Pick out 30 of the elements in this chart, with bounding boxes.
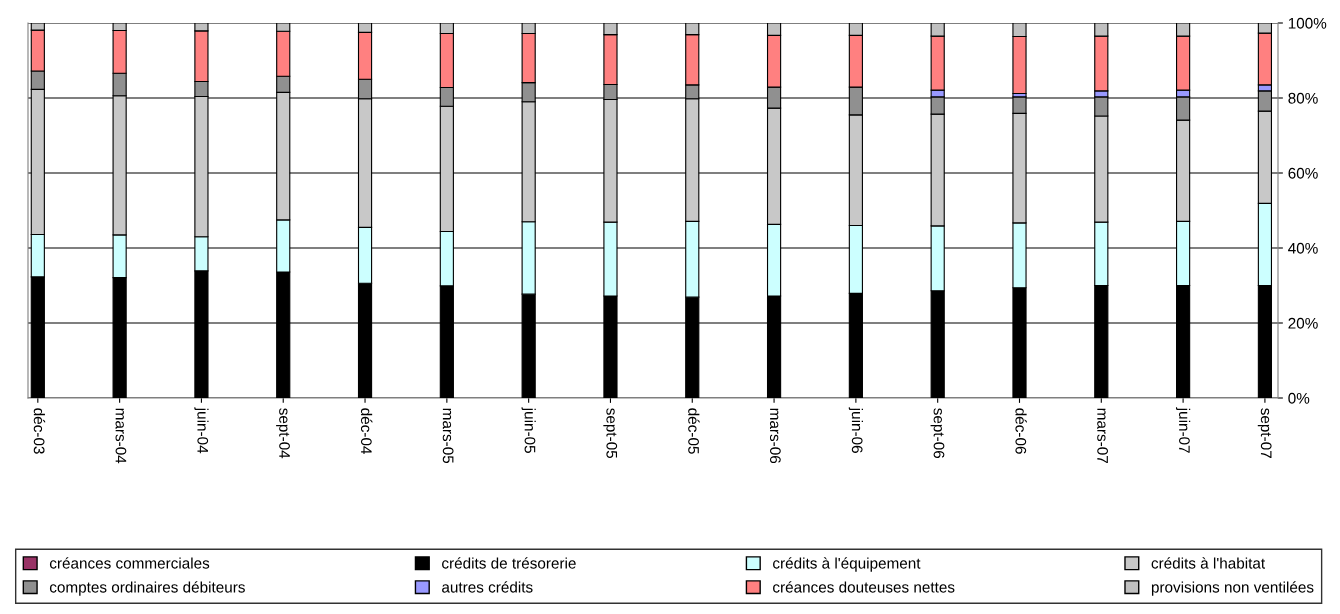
- x-tick-label: juin-07: [1175, 407, 1191, 453]
- x-tick-label: mars-06: [769, 408, 781, 464]
- legend-label: créances commerciales: [49, 557, 210, 569]
- x-tick-label: juin-06: [848, 407, 863, 453]
- x-tick-label: juin-05: [521, 407, 536, 453]
- x-tick-label: sept-06: [930, 408, 945, 459]
- x-tick-label: déc-04: [360, 408, 373, 454]
- legend-label: autres crédits: [442, 581, 533, 593]
- y-tick-label: 60%: [1288, 167, 1318, 179]
- legend-label: crédits de trésorerie: [442, 557, 576, 569]
- y-tick-label: 20%: [1288, 317, 1318, 329]
- legend-label: provisions non ventilées: [1151, 581, 1314, 596]
- x-tick-label: mars-07: [1097, 408, 1109, 463]
- legend-label: crédits à l'équipement: [773, 557, 921, 572]
- x-tick-label: juin-04: [194, 407, 209, 454]
- x-tick-label: sept-04: [276, 408, 290, 459]
- y-tick-label: 100%: [1288, 17, 1327, 29]
- x-tick-label: sept-05: [603, 408, 618, 459]
- legend-label: crédits à l'habitat: [1151, 557, 1266, 569]
- x-tick-label: mars-04: [115, 408, 127, 464]
- y-tick-label: 0%: [1288, 392, 1310, 404]
- legend-label: comptes ordinaires débiteurs: [49, 581, 245, 596]
- legend-label: créances douteuses nettes: [773, 581, 955, 593]
- x-tick-label: déc-05: [688, 408, 700, 454]
- x-tick-label: déc-03: [33, 408, 46, 454]
- x-tick-label: déc-06: [1015, 408, 1027, 454]
- y-tick-label: 80%: [1288, 92, 1318, 104]
- x-tick-label: mars-05: [442, 408, 454, 464]
- y-tick-label: 40%: [1288, 242, 1318, 254]
- x-tick-label: sept-07: [1257, 408, 1272, 458]
